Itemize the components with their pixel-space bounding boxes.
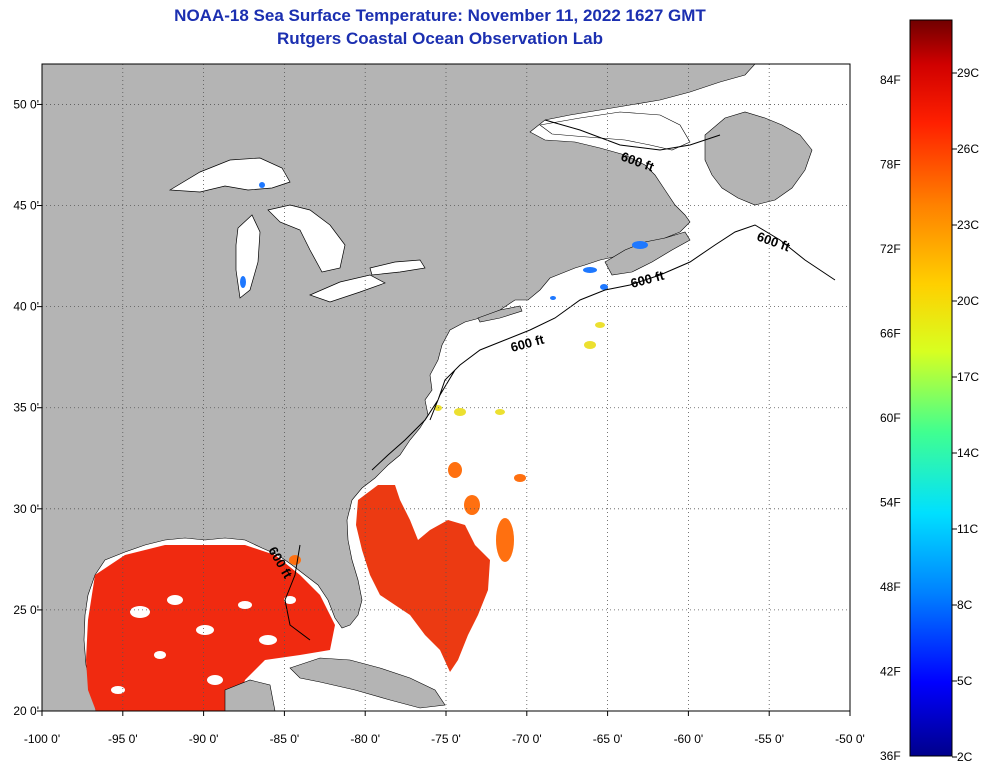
colorbar-c-label: 8C	[957, 598, 973, 612]
cloud-gaps-gulf	[111, 595, 296, 694]
long-island	[477, 305, 523, 323]
atlantic-sst-field	[356, 485, 490, 672]
lon-tick-label: -85 0'	[270, 732, 300, 746]
colorbar-f-label: 54F	[880, 496, 901, 510]
yellow-sst-patches	[434, 322, 605, 416]
land-mass	[42, 64, 756, 711]
lat-tick-label: 50 0'	[13, 97, 39, 111]
colorbar-c-label: 5C	[957, 674, 973, 688]
cuba	[289, 657, 446, 709]
longitude-axis: -100 0' -95 0' -90 0' -85 0' -80 0' -75 0' -70…	[24, 711, 865, 746]
colorbar-f-label: 78F	[880, 158, 901, 172]
lon-tick-label: -95 0'	[108, 732, 138, 746]
colorbar-c-label: 23C	[957, 218, 979, 232]
lat-tick-label: 40 0'	[13, 300, 39, 314]
lon-tick-label: -70 0'	[512, 732, 542, 746]
colorbar-c-label: 14C	[957, 446, 979, 460]
colorbar-c-label: 2C	[957, 750, 973, 764]
colorbar-c-label: 17C	[957, 370, 979, 384]
lat-tick-label: 25 0'	[13, 603, 39, 617]
orange-sst-patches	[289, 462, 526, 565]
gulf-of-st-lawrence	[539, 111, 691, 151]
colorbar-c-label: 11C	[957, 522, 978, 536]
colorbar-f-label: 84F	[880, 73, 901, 87]
lon-tick-label: -65 0'	[593, 732, 623, 746]
lon-tick-label: -55 0'	[754, 732, 784, 746]
lon-tick-label: -75 0'	[431, 732, 461, 746]
map-subtitle: Rutgers Coastal Ocean Observation Lab	[277, 29, 603, 48]
colorbar-f-label: 66F	[880, 327, 901, 341]
map-title: NOAA-18 Sea Surface Temperature: Novembe…	[174, 6, 706, 25]
lat-tick-label: 20 0'	[13, 704, 39, 718]
yucatan	[224, 679, 276, 711]
colorbar-fahrenheit-labels: 84F 78F 72F 66F 60F 54F 48F 42F 36F	[880, 73, 901, 763]
lat-tick-label: 35 0'	[13, 401, 39, 415]
colorbar-f-label: 60F	[880, 411, 901, 425]
lon-tick-label: -100 0'	[24, 732, 60, 746]
depth-contour-600ft	[284, 119, 836, 641]
colorbar-c-label: 29C	[957, 66, 979, 80]
colorbar-celsius-labels: 29C 26C 23C 20C 17C 14C 11C 8C 5C 2C	[952, 66, 979, 764]
colorbar	[909, 19, 953, 757]
colorbar-c-label: 20C	[957, 294, 979, 308]
lat-tick-label: 30 0'	[13, 502, 39, 516]
latitude-axis: 20 0' 25 0' 30 0' 35 0' 40 0' 45 0' 50 0'	[13, 97, 42, 718]
gridlines	[42, 64, 850, 711]
lon-tick-label: -80 0'	[350, 732, 380, 746]
colorbar-c-label: 26C	[957, 142, 979, 156]
lon-tick-label: -90 0'	[189, 732, 219, 746]
colorbar-f-label: 48F	[880, 580, 901, 594]
newfoundland	[704, 111, 813, 206]
lon-tick-label: -50 0'	[835, 732, 865, 746]
colorbar-f-label: 36F	[880, 749, 901, 763]
colorbar-f-label: 72F	[880, 242, 901, 256]
lat-tick-label: 45 0'	[13, 199, 39, 213]
blue-sst-patches	[240, 182, 648, 300]
colorbar-f-label: 42F	[880, 665, 901, 679]
lon-tick-label: -60 0'	[674, 732, 704, 746]
